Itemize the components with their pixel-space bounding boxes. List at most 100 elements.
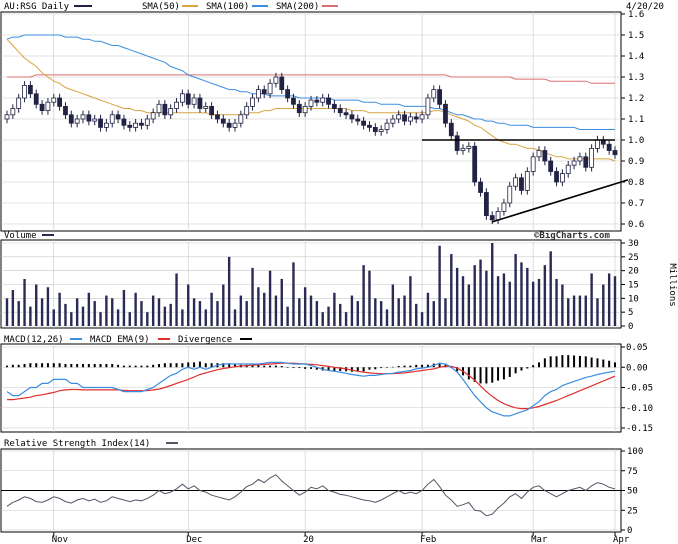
- divergence-bar: [514, 367, 517, 374]
- divergence-bar: [105, 364, 108, 368]
- volume-bar: [315, 301, 319, 326]
- y-tick-label: 1.4: [628, 52, 644, 62]
- candle-body: [554, 171, 559, 183]
- volume-bar: [263, 292, 266, 326]
- divergence-bar: [257, 364, 260, 368]
- volume-bar: [526, 267, 529, 326]
- volume-bar: [23, 278, 26, 326]
- candle-body: [238, 114, 244, 124]
- volume-bar: [268, 270, 272, 326]
- volume-bar: [356, 301, 359, 326]
- candle-body: [209, 106, 215, 116]
- y-tick-label: 0.9: [628, 157, 644, 167]
- candle-body: [267, 82, 273, 95]
- legend-macd: MACD(12,26): [4, 335, 64, 345]
- volume-bar: [111, 298, 114, 326]
- candle-body: [565, 164, 571, 174]
- y-tick-label: -0.15: [626, 424, 653, 434]
- volume-bar: [298, 298, 301, 326]
- volume-bar: [409, 276, 412, 326]
- divergence-bar: [315, 367, 318, 370]
- candle-body: [63, 106, 68, 116]
- divergence-bar: [391, 366, 394, 368]
- rsi-y-axis: 100 75 50 25 0: [621, 447, 643, 536]
- divergence-bar: [251, 364, 254, 368]
- volume-bar: [93, 301, 96, 326]
- divergence-bar: [485, 367, 488, 384]
- divergence-bar: [339, 367, 342, 371]
- divergence-bar: [608, 360, 611, 368]
- volume-bar: [485, 270, 488, 326]
- y-tick-label: 75: [627, 467, 638, 477]
- divergence-bar: [368, 367, 371, 370]
- price-y-axis: 1.6 1.5 1.4 1.3 1.2 1.1 1.0 0.9 0.8 0.7 0.6: [621, 10, 644, 230]
- candle-body: [185, 93, 191, 105]
- candle-body: [606, 143, 612, 151]
- volume-bar: [362, 265, 365, 326]
- candle-body: [51, 97, 57, 103]
- y-tick-label: 0.8: [628, 178, 644, 188]
- macd-line: [6, 361, 616, 417]
- candle-body: [244, 106, 250, 116]
- volume-bar: [473, 265, 476, 326]
- volume-bar: [491, 243, 494, 326]
- volume-bar: [274, 295, 278, 326]
- candle-body: [261, 89, 267, 95]
- volume-bar: [543, 265, 547, 326]
- candle-body: [291, 97, 296, 105]
- y-tick-label: -0.10: [626, 404, 653, 414]
- candle-body: [162, 103, 168, 116]
- volume-bar: [134, 292, 137, 326]
- volume-bar: [455, 267, 459, 326]
- rsi-series: [1, 474, 621, 517]
- divergence-bar: [187, 362, 190, 368]
- volume-bar: [122, 290, 126, 326]
- volume-bar: [339, 303, 342, 326]
- divergence-bar: [52, 363, 55, 368]
- candle-body: [320, 97, 326, 103]
- volume-bar: [426, 292, 430, 326]
- divergence-bar: [274, 365, 277, 368]
- candle-body: [384, 122, 390, 130]
- candle-body: [489, 215, 495, 221]
- price-legend: AU:RSG Daily SMA(50) SMA(100) SMA(200) 4…: [4, 2, 664, 12]
- x-tick-label: Feb: [420, 535, 436, 544]
- y-tick-label: 25: [628, 253, 639, 263]
- divergence-bar: [473, 367, 476, 382]
- divergence-bar: [292, 367, 295, 369]
- divergence-bar: [415, 364, 418, 368]
- divergence-bar: [403, 365, 406, 368]
- candle-body: [507, 185, 513, 204]
- volume-bar: [432, 301, 435, 326]
- divergence-bar: [29, 363, 32, 368]
- candle-body: [495, 210, 501, 221]
- divergence-bar: [479, 367, 482, 384]
- divergence-bar: [526, 367, 529, 369]
- candle-body: [179, 93, 185, 103]
- volume-bar: [531, 281, 535, 326]
- volume-bar: [216, 301, 219, 326]
- volume-bar: [438, 245, 441, 326]
- candle-body: [127, 124, 133, 128]
- volume-bar: [309, 295, 313, 326]
- volume-bar: [385, 309, 389, 326]
- y-tick-label: 0: [628, 322, 633, 332]
- volume-bar: [70, 312, 73, 326]
- y-tick-label: 0.7: [628, 199, 644, 209]
- divergence-bar: [386, 367, 388, 368]
- divergence-bar: [374, 367, 377, 370]
- divergence-bar: [64, 364, 67, 368]
- volume-bar: [578, 295, 582, 326]
- candle-body: [343, 112, 349, 116]
- macd-series: [6, 355, 616, 417]
- candle-body: [413, 116, 419, 120]
- volume-bar: [555, 278, 558, 326]
- candle-body: [337, 108, 343, 114]
- divergence-bar: [146, 365, 149, 368]
- volume-bar: [514, 254, 517, 326]
- candle-body: [425, 97, 431, 116]
- volume-bar: [607, 273, 611, 326]
- divergence-bar: [76, 364, 79, 368]
- divergence-bar: [584, 356, 587, 368]
- volume-bar: [590, 273, 593, 326]
